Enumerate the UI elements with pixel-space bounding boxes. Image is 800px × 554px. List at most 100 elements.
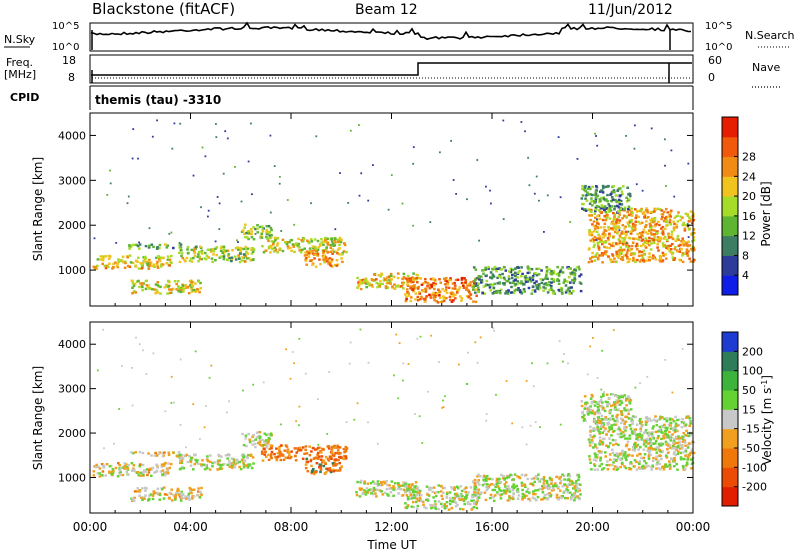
- range-gate-cell: [415, 497, 418, 500]
- range-gate-cell: [602, 394, 605, 397]
- range-gate-cell: [274, 249, 278, 252]
- range-gate-cell: [683, 467, 687, 470]
- range-gate-cell: [512, 478, 515, 481]
- range-gate-cell: [687, 442, 691, 445]
- range-gate-cell: [626, 221, 630, 224]
- range-gate-cell: [337, 458, 340, 462]
- range-gate-cell: [421, 500, 425, 503]
- range-gate-cell: [589, 345, 592, 348]
- range-gate-cell: [664, 463, 668, 466]
- range-gate-cell: [386, 276, 389, 279]
- range-gate-cell: [324, 248, 328, 251]
- range-gate-cell: [598, 450, 601, 453]
- range-gate-cell: [250, 454, 253, 457]
- range-gate-cell: [629, 194, 632, 198]
- range-gate-cell: [108, 262, 111, 265]
- range-gate-cell: [246, 252, 250, 255]
- range-gate-cell: [646, 442, 649, 445]
- range-gate-cell: [188, 498, 191, 501]
- range-gate-cell: [613, 419, 617, 423]
- range-gate-cell: [500, 473, 503, 477]
- range-gate-cell: [618, 229, 621, 232]
- range-gate-cell: [622, 430, 625, 434]
- range-gate-cell: [644, 462, 648, 465]
- range-gate-cell: [665, 218, 668, 221]
- range-gate-cell: [664, 426, 668, 429]
- range-gate-cell: [663, 423, 666, 427]
- range-gate-cell: [448, 499, 452, 503]
- range-gate-cell: [139, 282, 142, 285]
- range-gate-cell: [495, 483, 499, 486]
- range-gate-cell: [591, 251, 594, 255]
- range-gate-cell: [691, 249, 694, 252]
- range-gate-cell: [102, 464, 105, 468]
- range-gate-cell: [148, 494, 151, 497]
- range-gate-cell: [594, 196, 598, 200]
- range-gate-cell: [540, 477, 543, 481]
- range-gate-cell: [669, 421, 673, 425]
- range-gate-cell: [676, 214, 680, 217]
- range-gate-cell: [205, 405, 207, 407]
- range-gate-cell: [617, 215, 621, 219]
- range-gate-cell: [224, 130, 227, 133]
- range-gate-cell: [495, 270, 498, 273]
- range-gate-cell: [541, 498, 545, 501]
- range-gate-cell: [489, 276, 492, 279]
- range-gate-cell: [163, 451, 166, 454]
- range-gate-cell: [569, 498, 573, 501]
- range-gate-cell: [326, 467, 329, 471]
- range-gate-cell: [164, 461, 167, 465]
- range-gate-cell: [670, 447, 674, 450]
- range-gate-cell: [658, 259, 661, 262]
- range-gate-cell: [402, 481, 406, 484]
- range-gate-cell: [655, 467, 658, 470]
- range-gate-cell: [664, 440, 668, 444]
- range-gate-cell: [604, 234, 607, 237]
- range-gate-cell: [388, 487, 391, 490]
- range-gate-cell: [222, 248, 226, 251]
- range-gate-cell: [609, 408, 613, 412]
- range-gate-cell: [457, 288, 461, 291]
- range-gate-cell: [299, 449, 302, 452]
- range-gate-cell: [593, 227, 597, 230]
- range-gate-cell: [189, 456, 193, 459]
- range-gate-cell: [378, 283, 382, 286]
- range-gate-cell: [674, 215, 678, 218]
- range-gate-cell: [505, 476, 508, 480]
- range-gate-cell: [571, 279, 574, 282]
- range-gate-cell: [687, 228, 691, 231]
- range-gate-cell: [477, 288, 480, 292]
- range-gate-cell: [516, 276, 519, 279]
- range-gate-cell: [402, 281, 406, 284]
- range-gate-cell: [442, 299, 446, 303]
- range-gate-cell: [123, 462, 127, 465]
- range-gate-cell: [656, 461, 659, 464]
- range-gate-cell: [588, 233, 591, 237]
- range-gate-cell: [180, 249, 183, 252]
- range-gate-cell: [333, 263, 337, 267]
- range-gate-cell: [442, 491, 445, 494]
- range-gate-cell: [123, 465, 127, 468]
- range-gate-cell: [666, 245, 669, 248]
- range-gate-cell: [642, 448, 646, 451]
- range-gate-cell: [573, 272, 577, 275]
- range-gate-cell: [218, 202, 221, 205]
- range-gate-cell: [526, 488, 530, 491]
- range-gate-cell: [526, 477, 529, 481]
- range-gate-cell: [593, 404, 597, 407]
- range-gate-cell: [685, 434, 689, 437]
- range-gate-cell: [484, 476, 488, 479]
- range-gate-cell: [472, 288, 475, 291]
- range-gate-cell: [338, 243, 341, 247]
- range-gate-cell: [634, 124, 636, 127]
- range-gate-cell: [610, 424, 613, 427]
- range-gate-cell: [431, 293, 435, 296]
- range-gate-cell: [660, 437, 663, 441]
- range-gate-cell: [181, 285, 184, 289]
- range-gate-cell: [138, 489, 142, 492]
- range-gate-cell: [244, 437, 248, 440]
- range-gate-cell: [544, 287, 547, 290]
- range-gate-cell: [141, 285, 144, 289]
- range-gate-cell: [677, 244, 681, 247]
- range-gate-cell: [677, 423, 681, 427]
